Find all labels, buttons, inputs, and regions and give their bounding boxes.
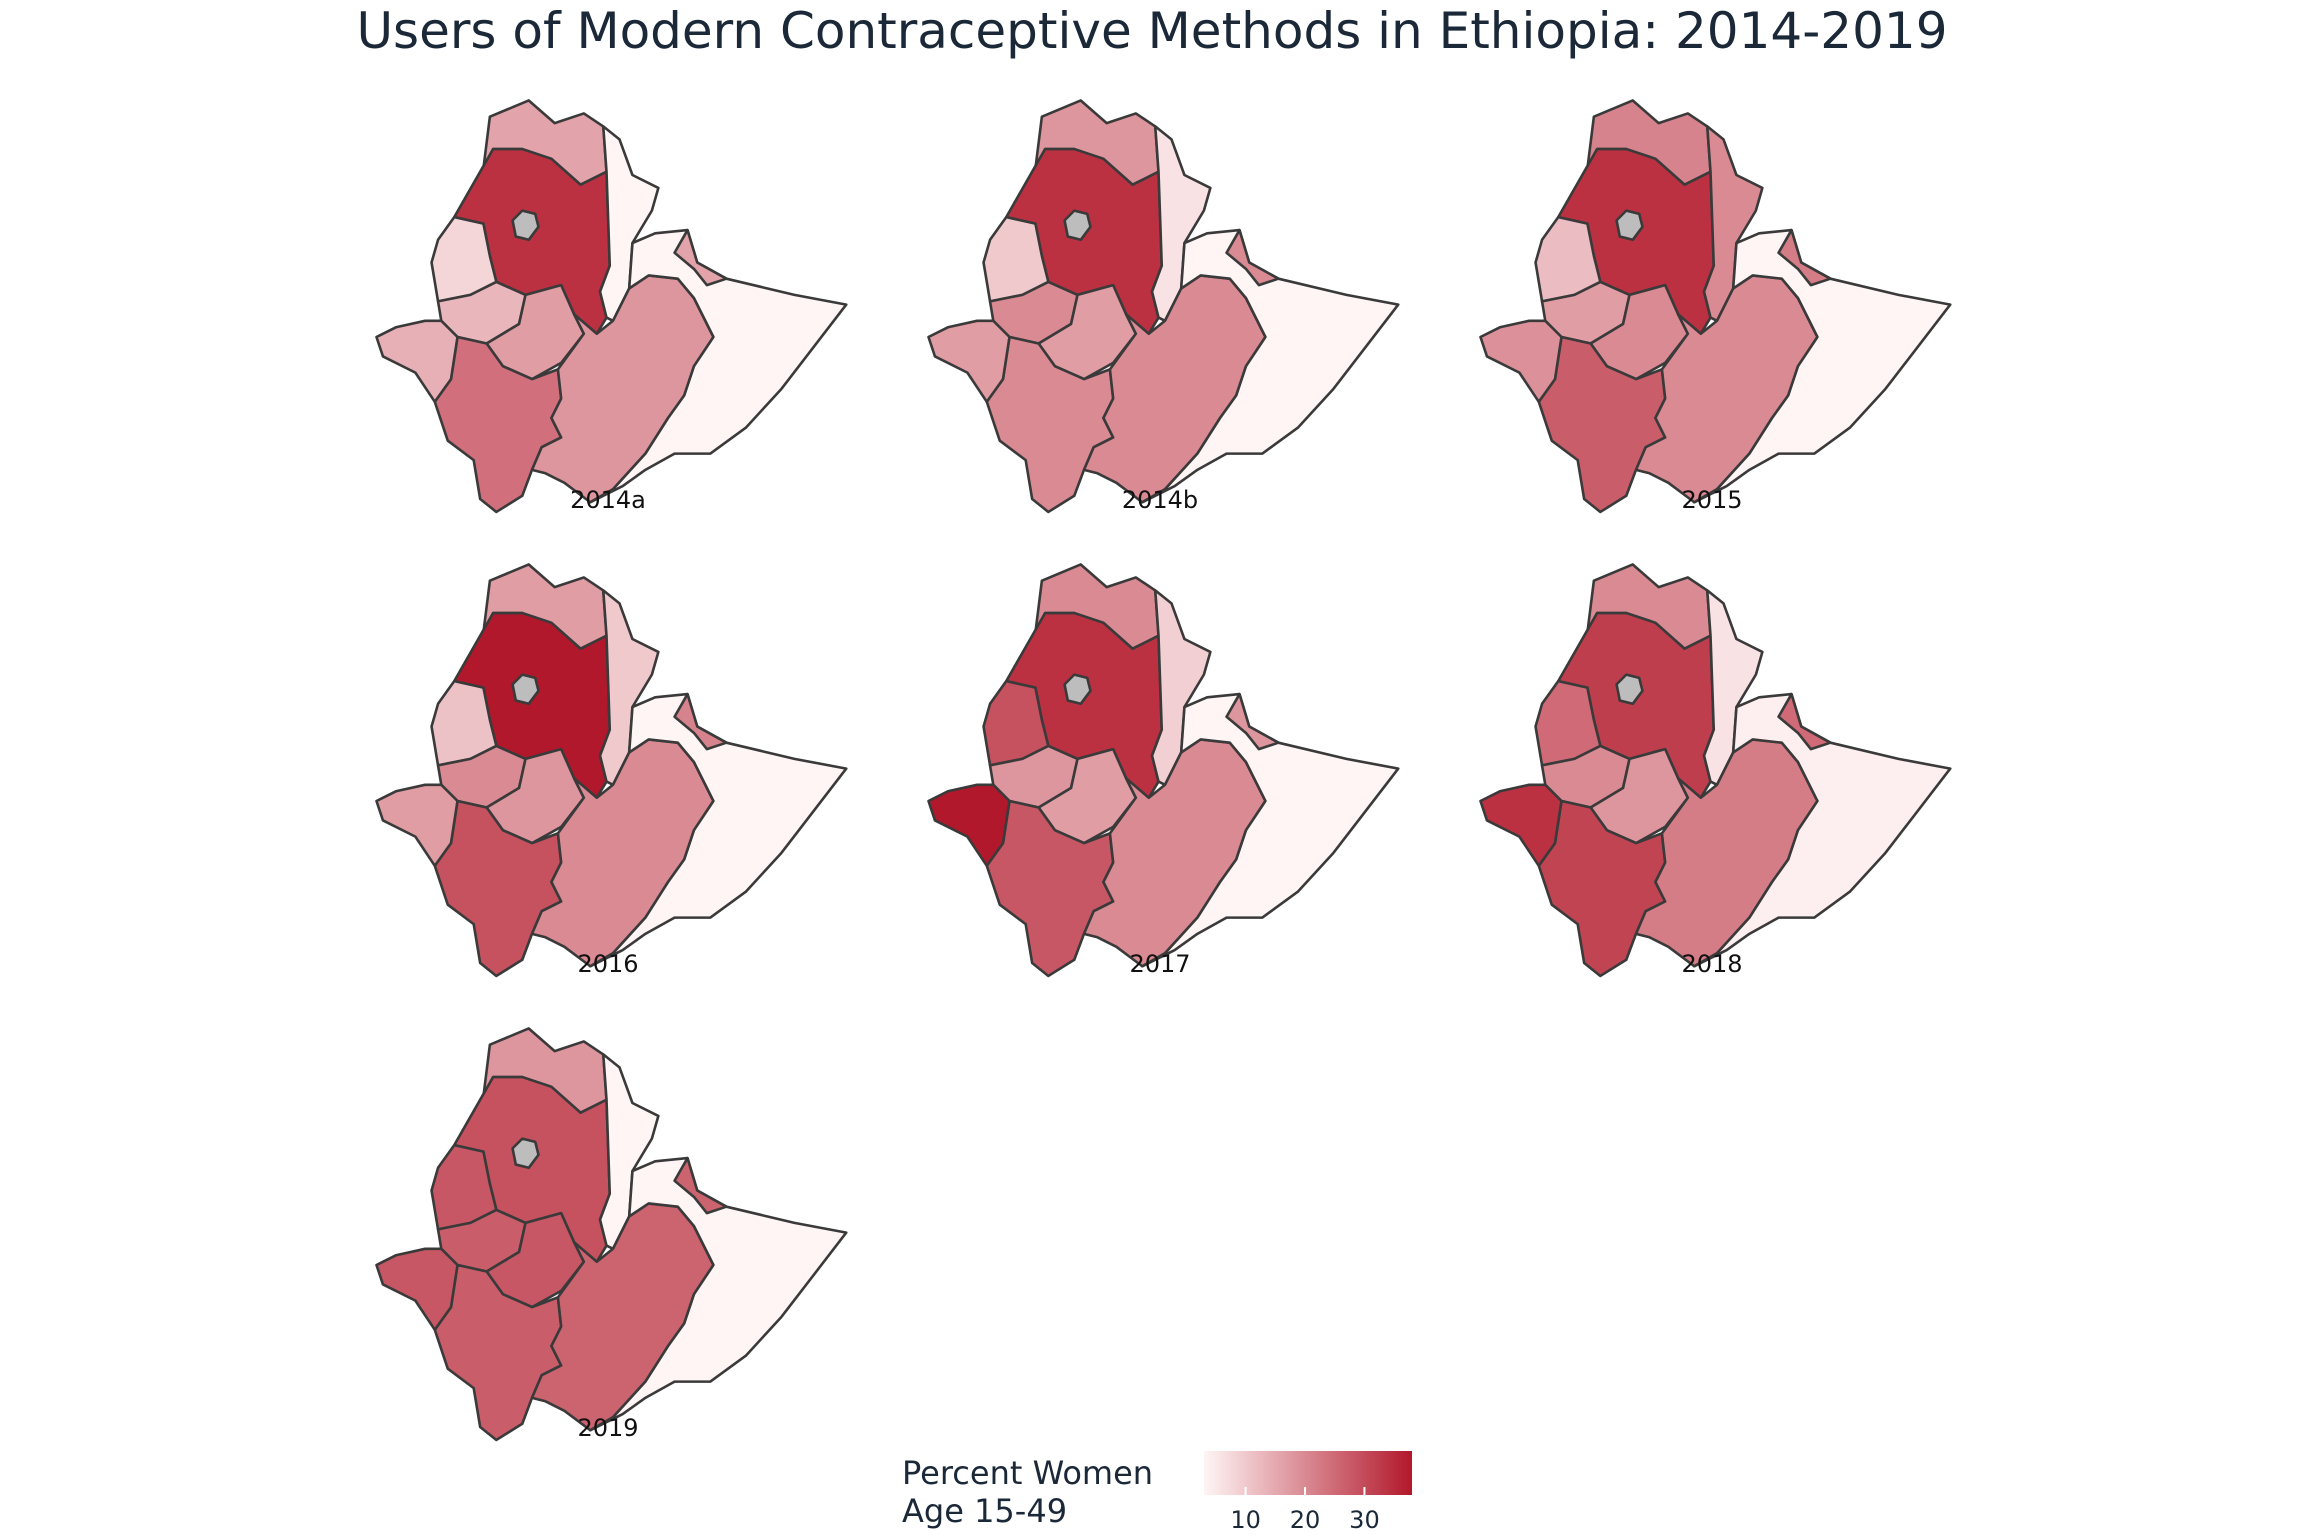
region-dire-dawa-harari: [1225, 228, 1280, 287]
color-legend: Percent Women Age 15-49 10 20 30: [902, 1451, 1412, 1534]
legend-title-line2: Age 15-49: [902, 1492, 1067, 1530]
map-panel-2014a: 2014a: [375, 99, 848, 514]
map-panel-2019: 2019: [375, 1027, 848, 1442]
region-gambela: [375, 1247, 459, 1332]
panel-label-2019: 2019: [577, 1414, 638, 1442]
region-dire-dawa-harari: [673, 1156, 728, 1215]
panel-label-2017: 2017: [1129, 950, 1190, 978]
map-2015: [1479, 99, 1952, 514]
region-gambela: [1479, 783, 1563, 868]
region-dire-dawa-harari: [1777, 228, 1832, 287]
map-panels: 2014a 2014b 2015 2016 2017 2018 2019: [375, 99, 1952, 1442]
panel-label-2015: 2015: [1681, 486, 1742, 514]
region-addis-ababa: [1063, 673, 1092, 706]
region-gambela: [1479, 319, 1563, 404]
region-addis-ababa: [1063, 209, 1092, 242]
region-central-oromia: [485, 1211, 586, 1309]
legend-tick-label-30: 30: [1349, 1506, 1380, 1534]
map-2014b: [927, 99, 1400, 514]
region-addis-ababa: [1615, 209, 1644, 242]
region-central-oromia: [1589, 747, 1690, 845]
panel-label-2014a: 2014a: [570, 486, 646, 514]
region-central-oromia: [1589, 283, 1690, 381]
region-central-oromia: [485, 283, 586, 381]
region-central-oromia: [1037, 283, 1138, 381]
map-2019: [375, 1027, 848, 1442]
map-panel-2016: 2016: [375, 563, 848, 978]
region-central-oromia: [1037, 747, 1138, 845]
legend-color-bar: [1204, 1451, 1412, 1495]
panel-label-2014b: 2014b: [1122, 486, 1198, 514]
region-addis-ababa: [511, 1137, 540, 1170]
legend-title-line1: Percent Women: [902, 1454, 1153, 1492]
region-dire-dawa-harari: [673, 228, 728, 287]
map-panel-2017: 2017: [927, 563, 1400, 978]
region-gambela: [927, 319, 1011, 404]
panel-label-2018: 2018: [1681, 950, 1742, 978]
region-dire-dawa-harari: [1225, 692, 1280, 751]
region-addis-ababa: [511, 673, 540, 706]
legend-tick-label-20: 20: [1290, 1506, 1321, 1534]
map-panel-2018: 2018: [1479, 563, 1952, 978]
map-2017: [927, 563, 1400, 978]
map-panel-2015: 2015: [1479, 99, 1952, 514]
region-dire-dawa-harari: [673, 692, 728, 751]
region-gambela: [375, 319, 459, 404]
page-title: Users of Modern Contraceptive Methods in…: [356, 2, 1948, 60]
region-dire-dawa-harari: [1777, 692, 1832, 751]
region-addis-ababa: [511, 209, 540, 242]
region-central-oromia: [485, 747, 586, 845]
legend-tick-label-10: 10: [1230, 1506, 1261, 1534]
map-panel-2014b: 2014b: [927, 99, 1400, 514]
panel-label-2016: 2016: [577, 950, 638, 978]
region-addis-ababa: [1615, 673, 1644, 706]
map-2016: [375, 563, 848, 978]
region-gambela: [375, 783, 459, 868]
map-2014a: [375, 99, 848, 514]
region-gambela: [927, 783, 1011, 868]
map-2018: [1479, 563, 1952, 978]
